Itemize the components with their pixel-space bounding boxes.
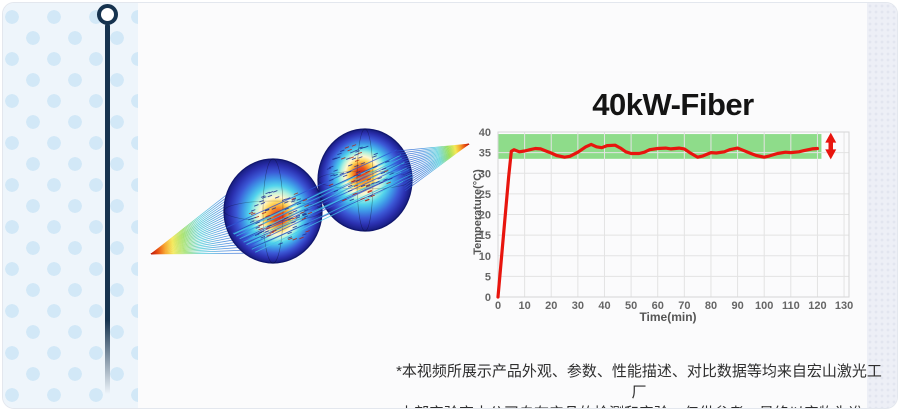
svg-text:0: 0: [495, 300, 501, 312]
range-double-arrow-icon: [825, 132, 837, 160]
plot-border: [497, 131, 850, 298]
svg-text:110: 110: [782, 300, 800, 312]
x-axis-label: Time(min): [639, 310, 697, 324]
y-tick-labels: 0 5 10 15 20 25 30 35 40: [479, 127, 491, 304]
svg-text:25: 25: [479, 189, 491, 201]
disclaimer-line-1: *本视频所展示产品外观、参数、性能描述、对比数据等均来自宏山激光工厂: [396, 363, 882, 401]
chart-title: 40kW-Fiber: [592, 87, 754, 122]
svg-text:90: 90: [731, 300, 743, 312]
temperature-series-line: [496, 142, 819, 299]
pin-ring-icon: [97, 4, 118, 25]
quiver-speckles: [247, 144, 394, 245]
y-axis-label: Temperature(°C): [472, 169, 484, 255]
svg-text:70: 70: [678, 300, 690, 312]
svg-text:30: 30: [479, 168, 491, 180]
right-texture-strip: [867, 3, 897, 408]
beam-streaks: [226, 149, 414, 253]
svg-text:60: 60: [652, 300, 664, 312]
svg-text:30: 30: [572, 300, 584, 312]
x-tick-labels: 0 10 20 30 40 50 60 70 80 90 100 110 120 130: [495, 300, 853, 312]
svg-text:10: 10: [479, 251, 491, 263]
svg-text:40: 40: [598, 300, 610, 312]
disclaimer-text: *本视频所展示产品外观、参数、性能描述、对比数据等均来自宏山激光工厂 内部实验室…: [393, 361, 885, 408]
svg-text:0: 0: [485, 292, 491, 304]
svg-text:15: 15: [479, 230, 491, 242]
pin-line-decoration: [105, 24, 110, 394]
svg-text:130: 130: [835, 300, 853, 312]
svg-text:10: 10: [518, 300, 530, 312]
svg-text:40: 40: [479, 127, 491, 139]
right-lens: [317, 128, 413, 232]
svg-text:20: 20: [479, 210, 491, 222]
svg-text:20: 20: [545, 300, 557, 312]
svg-text:50: 50: [625, 300, 637, 312]
svg-text:5: 5: [485, 271, 491, 283]
svg-text:100: 100: [755, 300, 773, 312]
svg-text:80: 80: [705, 300, 717, 312]
temperature-line-chart: 0 10 20 30 40 50 60 70 80 90 100 110 120 130 0 5 10 15 20 2…: [479, 127, 853, 312]
svg-text:120: 120: [808, 300, 826, 312]
lens-raytrace-figure: [150, 128, 470, 264]
disclaimer-line-2: 内部实验室本公司自有产品的检测和实验，仅供参考，最终以实物为准。: [393, 403, 885, 408]
right-ray-fan: [396, 143, 470, 192]
dotted-side-panel: [3, 3, 138, 408]
svg-text:35: 35: [479, 148, 491, 160]
